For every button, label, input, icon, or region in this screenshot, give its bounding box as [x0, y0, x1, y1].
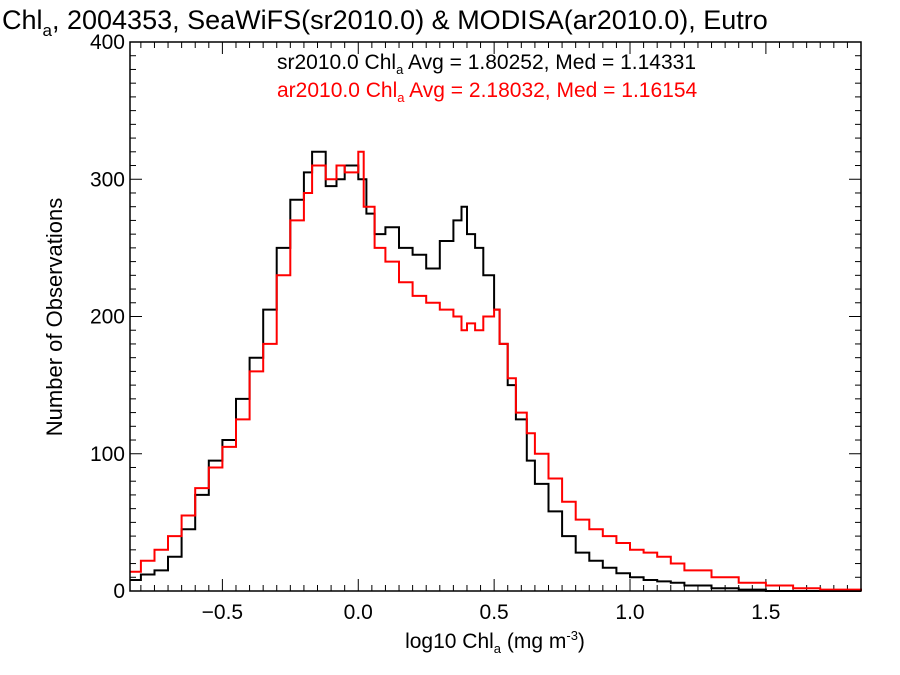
chart-title: Chla, 2004353, SeaWiFS(sr2010.0) & MODIS… [2, 5, 768, 40]
y-tick-label: 0 [113, 580, 125, 603]
axis-ticks [130, 41, 862, 592]
stats-line-ar2010: ar2010.0 Chla Avg = 2.18032, Med = 1.161… [277, 79, 697, 105]
y-axis-label: Number of Observations [42, 198, 67, 436]
axis-tick-labels: −0.5 0.0 0.5 1.0 1.5 0 100 200 300 400 [90, 31, 781, 624]
y-tick-label: 200 [90, 306, 125, 329]
y-tick-label: 300 [90, 168, 125, 191]
x-tick-label: 1.5 [751, 601, 780, 624]
x-tick-label: 1.0 [615, 601, 644, 624]
x-tick-label: 0.5 [480, 601, 509, 624]
x-tick-label: −0.5 [202, 601, 243, 624]
stats-line-sr2010: sr2010.0 Chla Avg = 1.80252, Med = 1.143… [277, 51, 696, 77]
y-tick-label: 400 [90, 31, 125, 54]
series-layer [130, 150, 862, 592]
series-line-sr2010 [130, 150, 861, 592]
y-tick-label: 100 [90, 443, 125, 466]
series-line-ar2010 [130, 150, 862, 591]
plot-frame [129, 41, 862, 592]
x-axis-label: log10 Chla (mg m-3) [405, 628, 585, 656]
x-tick-label: 0.0 [344, 601, 373, 624]
